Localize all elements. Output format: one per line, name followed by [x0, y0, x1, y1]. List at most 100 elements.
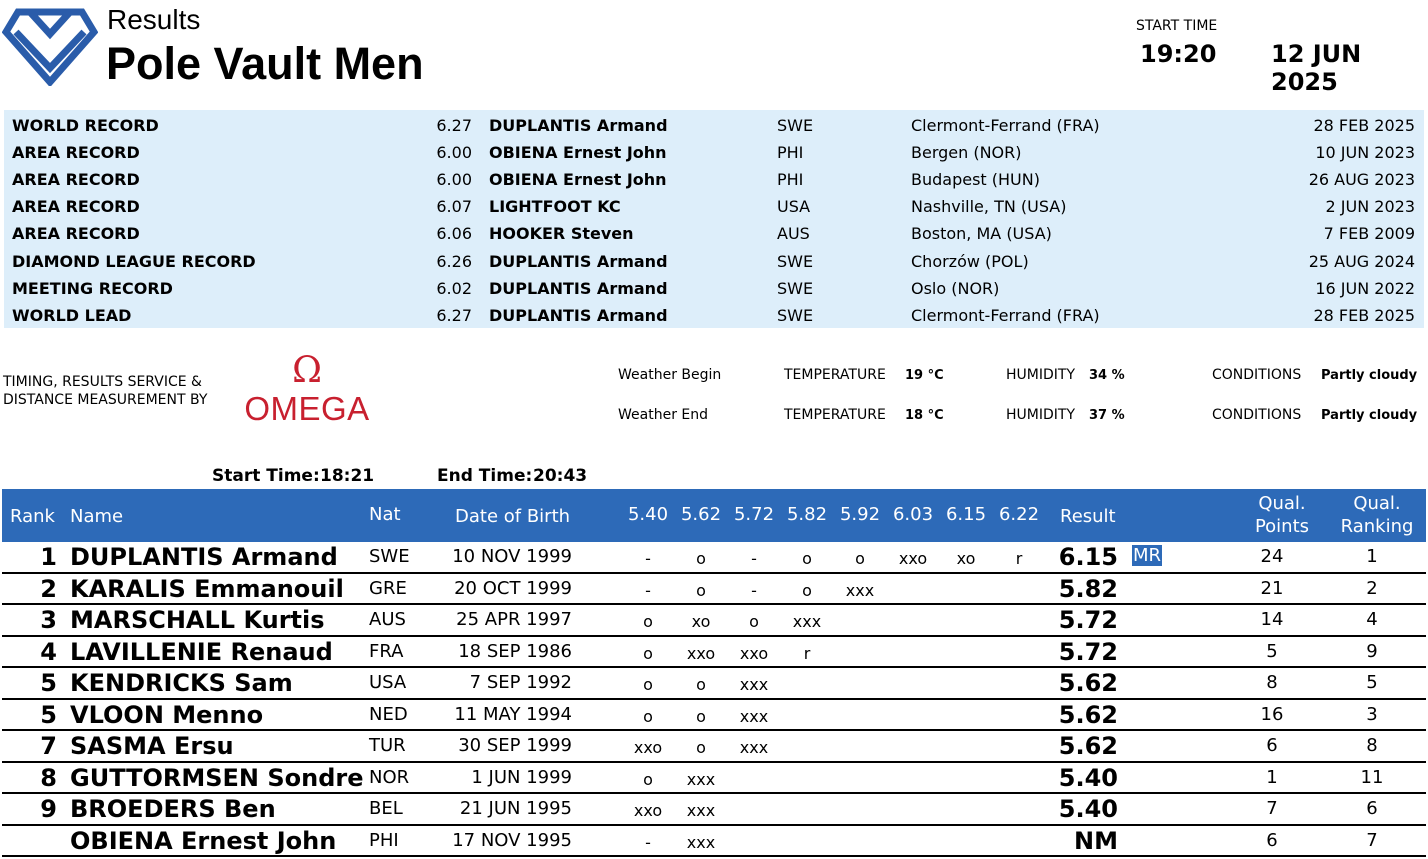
- weather-begin-conditions: Partly cloudy: [1321, 368, 1418, 383]
- record-date: 2 JUN 2023: [1325, 197, 1415, 216]
- record-athlete: DUPLANTIS Armand: [489, 278, 668, 298]
- attempt-cell: xxx: [792, 612, 822, 631]
- attempt-cell: o: [696, 706, 706, 726]
- record-row: MEETING RECORD 6.02 DUPLANTIS Armand SWE Osl…: [4, 275, 1424, 302]
- record-athlete: DUPLANTIS Armand: [489, 251, 668, 271]
- record-nat: PHI: [777, 170, 804, 189]
- attempt-cell: o: [855, 549, 865, 568]
- record-nat: SWE: [777, 305, 814, 325]
- athlete-name: SASMA Ersu: [70, 732, 234, 760]
- table-row: 3 MARSCHALL Kurtis AUS 25 APR 1997 o xo o xxx 5.…: [2, 605, 1426, 637]
- qual-ranking-cell: 9: [1366, 640, 1378, 662]
- nat-cell: BEL: [369, 798, 403, 819]
- attempt-cell: o: [802, 549, 812, 568]
- record-mark: 6.02: [436, 278, 472, 298]
- record-type: AREA RECORD: [12, 224, 140, 243]
- result-cell: 5.62: [1058, 700, 1118, 729]
- nat-cell: PHI: [369, 829, 399, 851]
- attempt-cell: xxx: [739, 738, 769, 757]
- record-type: AREA RECORD: [12, 143, 140, 162]
- qual-points-cell: 24: [1260, 546, 1284, 567]
- nat-cell: SWE: [369, 546, 410, 567]
- timing-credit-line1: TIMING, RESULTS SERVICE &: [3, 374, 202, 390]
- dob-cell: 1 JUN 1999: [471, 766, 572, 788]
- attempt-cell: r: [803, 643, 811, 663]
- qual-points-cell: 1: [1266, 766, 1278, 788]
- rank-cell: 3: [40, 606, 57, 634]
- record-venue: Budapest (HUN): [911, 170, 1040, 189]
- result-cell: NM: [1074, 826, 1118, 855]
- table-row: 9 BROEDERS Ben BEL 21 JUN 1995 xxo xxx 5.40 7 6: [2, 794, 1426, 826]
- record-date: 16 JUN 2022: [1315, 278, 1415, 298]
- table-row: 2 KARALIS Emmanouil GRE 20 OCT 1999 - o - o xxx 5…: [2, 574, 1426, 605]
- record-nat: AUS: [777, 224, 810, 243]
- weather-end-conditions: Partly cloudy: [1321, 408, 1418, 423]
- start-time-label: START TIME: [1136, 18, 1218, 34]
- dob-cell: 18 SEP 1986: [458, 640, 572, 662]
- table-row: 1 DUPLANTIS Armand SWE 10 NOV 1999 - o - o o xxo x…: [2, 542, 1426, 574]
- athlete-name: VLOON Menno: [70, 700, 264, 729]
- col-height-5-92: 5.92: [839, 504, 881, 525]
- attempt-cell: xxo: [739, 643, 769, 663]
- col-result: Result: [1060, 506, 1116, 527]
- qual-points-cell: 6: [1266, 735, 1278, 756]
- nat-cell: NED: [369, 703, 408, 725]
- table-row: 8 GUTTORMSEN Sondre NOR 1 JUN 1999 o xxx 5.40 1…: [2, 763, 1426, 794]
- record-athlete: DUPLANTIS Armand: [489, 305, 668, 325]
- record-row: AREA RECORD 6.00 OBIENA Ernest John PHI Buda…: [4, 166, 1424, 193]
- rank-cell: 5: [40, 700, 57, 729]
- nat-cell: AUS: [369, 609, 406, 630]
- dob-cell: 10 NOV 1999: [452, 546, 572, 567]
- record-date: 28 FEB 2025: [1313, 305, 1415, 325]
- record-athlete: OBIENA Ernest John: [489, 143, 667, 162]
- dob-cell: 25 APR 1997: [456, 609, 572, 630]
- athlete-name: MARSCHALL Kurtis: [70, 606, 325, 634]
- weather-begin-label: Weather Begin: [618, 367, 722, 383]
- start-time-value: 19:20: [1140, 40, 1217, 68]
- event-date: 12 JUN 2025: [1271, 40, 1362, 96]
- col-nat: Nat: [369, 504, 401, 525]
- col-qual-ranking-line2: Ranking: [1340, 516, 1414, 537]
- nat-cell: TUR: [369, 735, 406, 756]
- record-mark: 6.00: [436, 170, 472, 189]
- weather-begin-temp-label: TEMPERATURE: [784, 367, 886, 383]
- timing-credit-line2: DISTANCE MEASUREMENT BY: [3, 392, 208, 408]
- record-mark: 6.07: [436, 197, 472, 216]
- weather-end-conditions-label: CONDITIONS: [1212, 407, 1302, 423]
- record-date: 25 AUG 2024: [1308, 251, 1415, 271]
- record-athlete: LIGHTFOOT KC: [489, 197, 621, 216]
- svg-text:Ω: Ω: [292, 352, 322, 391]
- results-table-header: Rank Name Nat Date of Birth 5.40 5.62 5.72…: [2, 489, 1426, 542]
- event-title: Pole Vault Men: [106, 38, 424, 89]
- record-nat: USA: [777, 197, 811, 216]
- qual-ranking-cell: 4: [1366, 609, 1378, 630]
- record-type: MEETING RECORD: [12, 278, 173, 298]
- nat-cell: GRE: [369, 577, 407, 599]
- attempt-cell: o: [696, 675, 706, 694]
- attempt-cell: o: [749, 612, 759, 631]
- record-type: WORLD LEAD: [12, 305, 132, 325]
- result-cell: 5.40: [1058, 763, 1118, 792]
- record-type: AREA RECORD: [12, 170, 140, 189]
- dob-cell: 17 NOV 1995: [452, 829, 572, 851]
- record-venue: Nashville, TN (USA): [911, 197, 1067, 216]
- nat-cell: USA: [369, 672, 407, 693]
- attempt-cell: -: [751, 549, 757, 568]
- timing-credit: TIMING, RESULTS SERVICE & DISTANCE MEASU…: [3, 373, 207, 409]
- dob-cell: 20 OCT 1999: [454, 577, 572, 599]
- result-cell: 5.62: [1058, 732, 1118, 760]
- record-nat: PHI: [777, 143, 804, 162]
- attempt-cell: xo: [691, 612, 711, 631]
- table-row: 7 SASMA Ersu TUR 30 SEP 1999 xxo o xxx 5.62 6 8: [2, 731, 1426, 763]
- omega-wordmark: OMEGA: [244, 390, 369, 426]
- nat-cell: NOR: [369, 766, 410, 788]
- attempt-cell: xxx: [686, 832, 716, 852]
- qual-points-cell: 14: [1260, 609, 1284, 630]
- table-row: OBIENA Ernest John PHI 17 NOV 1995 - xxx NM 6 7: [2, 826, 1426, 857]
- weather-begin-humidity: 34 %: [1089, 368, 1125, 383]
- attempt-cell: xxo: [633, 801, 663, 820]
- dob-cell: 7 SEP 1992: [469, 672, 572, 693]
- record-type: WORLD RECORD: [12, 116, 159, 135]
- attempt-cell: o: [643, 769, 653, 789]
- attempt-cell: xxx: [845, 580, 875, 600]
